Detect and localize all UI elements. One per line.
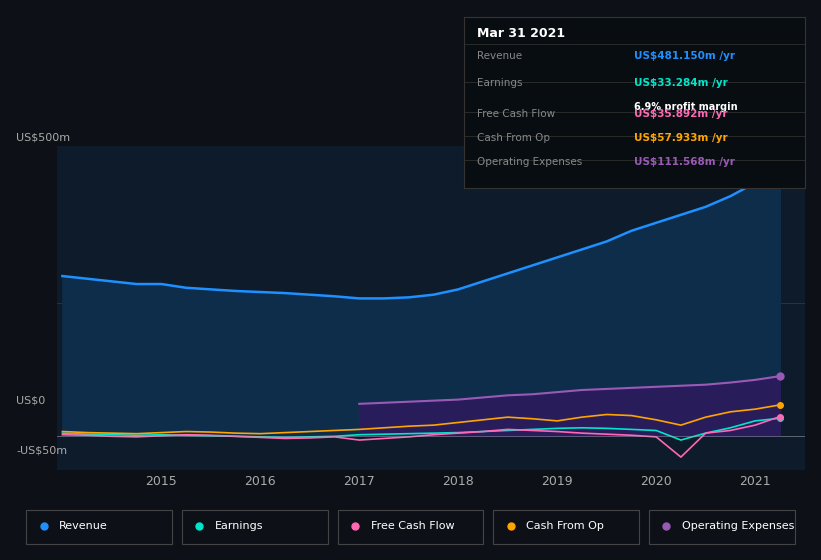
Text: Cash From Op: Cash From Op bbox=[478, 133, 551, 143]
Text: US$0: US$0 bbox=[16, 395, 46, 405]
Text: Revenue: Revenue bbox=[478, 51, 523, 61]
Text: Earnings: Earnings bbox=[215, 521, 264, 531]
Text: Operating Expenses: Operating Expenses bbox=[478, 157, 583, 167]
Text: -US$50m: -US$50m bbox=[16, 446, 67, 456]
Text: US$33.284m /yr: US$33.284m /yr bbox=[635, 78, 728, 88]
Text: US$111.568m /yr: US$111.568m /yr bbox=[635, 157, 735, 167]
Text: 6.9% profit margin: 6.9% profit margin bbox=[635, 102, 738, 112]
Text: Operating Expenses: Operating Expenses bbox=[682, 521, 795, 531]
Text: Cash From Op: Cash From Op bbox=[526, 521, 604, 531]
Text: US$35.892m /yr: US$35.892m /yr bbox=[635, 109, 727, 119]
Text: Earnings: Earnings bbox=[478, 78, 523, 88]
Text: US$57.933m /yr: US$57.933m /yr bbox=[635, 133, 728, 143]
Text: Mar 31 2021: Mar 31 2021 bbox=[478, 27, 566, 40]
Text: Revenue: Revenue bbox=[59, 521, 108, 531]
Text: Free Cash Flow: Free Cash Flow bbox=[478, 109, 556, 119]
Text: US$481.150m /yr: US$481.150m /yr bbox=[635, 51, 736, 61]
Text: Free Cash Flow: Free Cash Flow bbox=[371, 521, 454, 531]
Text: US$500m: US$500m bbox=[16, 132, 71, 142]
